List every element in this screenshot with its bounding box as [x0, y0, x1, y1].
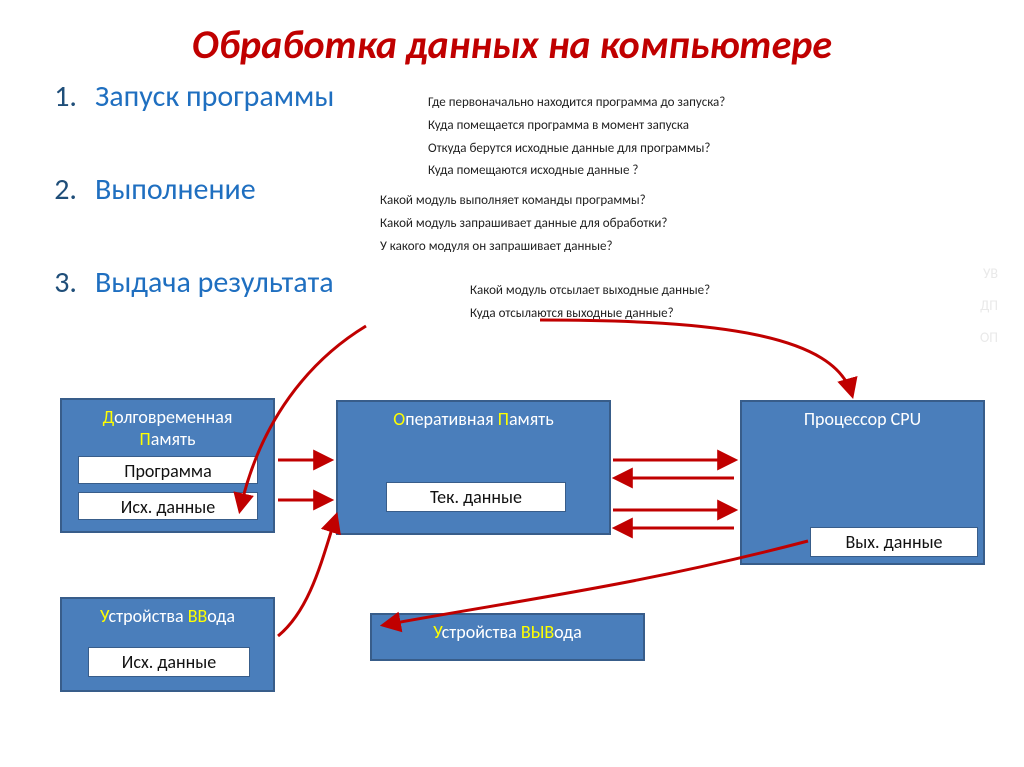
box-input-devices: Устройства ВВода Исх. данные: [60, 597, 275, 692]
questions-group-2: Какой модуль выполняет команды программы…: [380, 190, 667, 258]
question-line: Куда отсылаются выходные данные?: [470, 303, 710, 326]
faint-label: ДП: [980, 297, 998, 314]
questions-group-1: Где первоначально находится программа до…: [428, 92, 725, 183]
box-title: Устройства ВВода: [62, 599, 273, 631]
inner-label: Тек. данные: [386, 482, 566, 512]
list-number: 2.: [45, 171, 95, 208]
list-number: 3.: [45, 264, 95, 301]
steps-list: 1. Запуск программы 2. Выполнение 3. Выд…: [45, 78, 334, 357]
question-line: Какой модуль запрашивает данные для обра…: [380, 213, 667, 236]
question-line: Куда помещаются исходные данные ?: [428, 160, 725, 183]
faint-label: УВ: [983, 265, 998, 282]
list-item: 1. Запуск программы: [45, 78, 334, 115]
box-title: Долговременная Память: [62, 400, 273, 454]
box-long-term-memory: Долговременная Память Программа Исх. данн…: [60, 398, 275, 533]
inner-label: Исх. данные: [88, 647, 250, 677]
box-cpu: Процессор CPU Вых. данные: [740, 400, 985, 565]
questions-group-3: Какой модуль отсылает выходные данные?Ку…: [470, 280, 710, 326]
arrow: [540, 320, 852, 395]
question-line: Куда помещается программа в момент запус…: [428, 115, 725, 138]
question-line: Какой модуль отсылает выходные данные?: [470, 280, 710, 303]
question-line: У какого модуля он запрашивает данные?: [380, 236, 667, 259]
box-title: Процессор CPU: [742, 402, 983, 434]
question-line: Какой модуль выполняет команды программы…: [380, 190, 667, 213]
list-text: Запуск программы: [95, 78, 334, 115]
list-text: Выполнение: [95, 171, 256, 208]
list-item: 2. Выполнение: [45, 171, 334, 208]
list-number: 1.: [45, 78, 95, 115]
box-title: Устройства ВЫВода: [372, 615, 643, 647]
inner-label: Программа: [78, 456, 258, 484]
box-ram: Оперативная Память Тек. данные: [336, 400, 611, 535]
list-text: Выдача результата: [95, 264, 334, 301]
page-title: Обработка данных на компьютере: [0, 0, 1024, 69]
box-title: Оперативная Память: [338, 402, 609, 434]
question-line: Откуда берутся исходные данные для прогр…: [428, 138, 725, 161]
list-item: 3. Выдача результата: [45, 264, 334, 301]
arrow: [278, 516, 336, 636]
inner-label: Вых. данные: [810, 527, 978, 557]
box-output-devices: Устройства ВЫВода: [370, 613, 645, 661]
faint-label: ОП: [980, 329, 998, 346]
inner-label: Исх. данные: [78, 492, 258, 520]
question-line: Где первоначально находится программа до…: [428, 92, 725, 115]
